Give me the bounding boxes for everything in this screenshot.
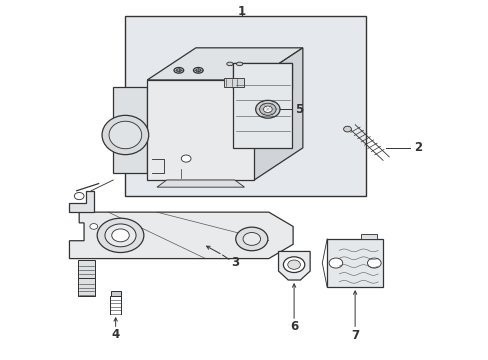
Text: 4: 4 [111, 328, 120, 341]
Ellipse shape [196, 69, 201, 72]
Circle shape [112, 229, 129, 242]
Circle shape [263, 106, 272, 112]
Circle shape [283, 257, 304, 273]
Text: 6: 6 [289, 320, 298, 333]
Circle shape [328, 258, 342, 268]
Circle shape [255, 100, 280, 118]
Text: 1: 1 [238, 5, 245, 18]
Circle shape [105, 224, 136, 247]
Circle shape [181, 155, 191, 162]
Ellipse shape [176, 69, 181, 72]
Ellipse shape [236, 62, 243, 66]
Circle shape [243, 233, 260, 246]
Ellipse shape [109, 121, 142, 149]
Ellipse shape [193, 67, 203, 73]
Circle shape [235, 227, 267, 251]
Circle shape [90, 224, 98, 229]
Bar [224, 78, 243, 87]
Polygon shape [254, 48, 302, 180]
Circle shape [287, 260, 300, 269]
Polygon shape [69, 191, 94, 212]
Text: 5: 5 [295, 103, 303, 116]
Text: 7: 7 [350, 329, 359, 342]
Polygon shape [233, 63, 291, 89]
Polygon shape [147, 48, 302, 80]
Ellipse shape [102, 115, 148, 155]
Polygon shape [69, 212, 292, 258]
Text: 3: 3 [231, 256, 239, 269]
Circle shape [97, 218, 143, 252]
Bar [326, 239, 382, 287]
Polygon shape [157, 180, 244, 187]
Circle shape [343, 126, 351, 132]
Text: 2: 2 [413, 141, 421, 154]
Ellipse shape [226, 62, 233, 66]
Ellipse shape [174, 67, 183, 73]
Bar [111, 291, 120, 296]
Bar [78, 260, 95, 278]
Circle shape [367, 258, 380, 268]
Bar [125, 16, 366, 196]
Bar [233, 63, 291, 148]
Bar [78, 278, 95, 296]
Bar [360, 234, 377, 239]
Circle shape [74, 193, 84, 200]
Bar [147, 80, 254, 180]
Polygon shape [113, 87, 147, 173]
Circle shape [259, 103, 276, 115]
Polygon shape [278, 251, 309, 280]
